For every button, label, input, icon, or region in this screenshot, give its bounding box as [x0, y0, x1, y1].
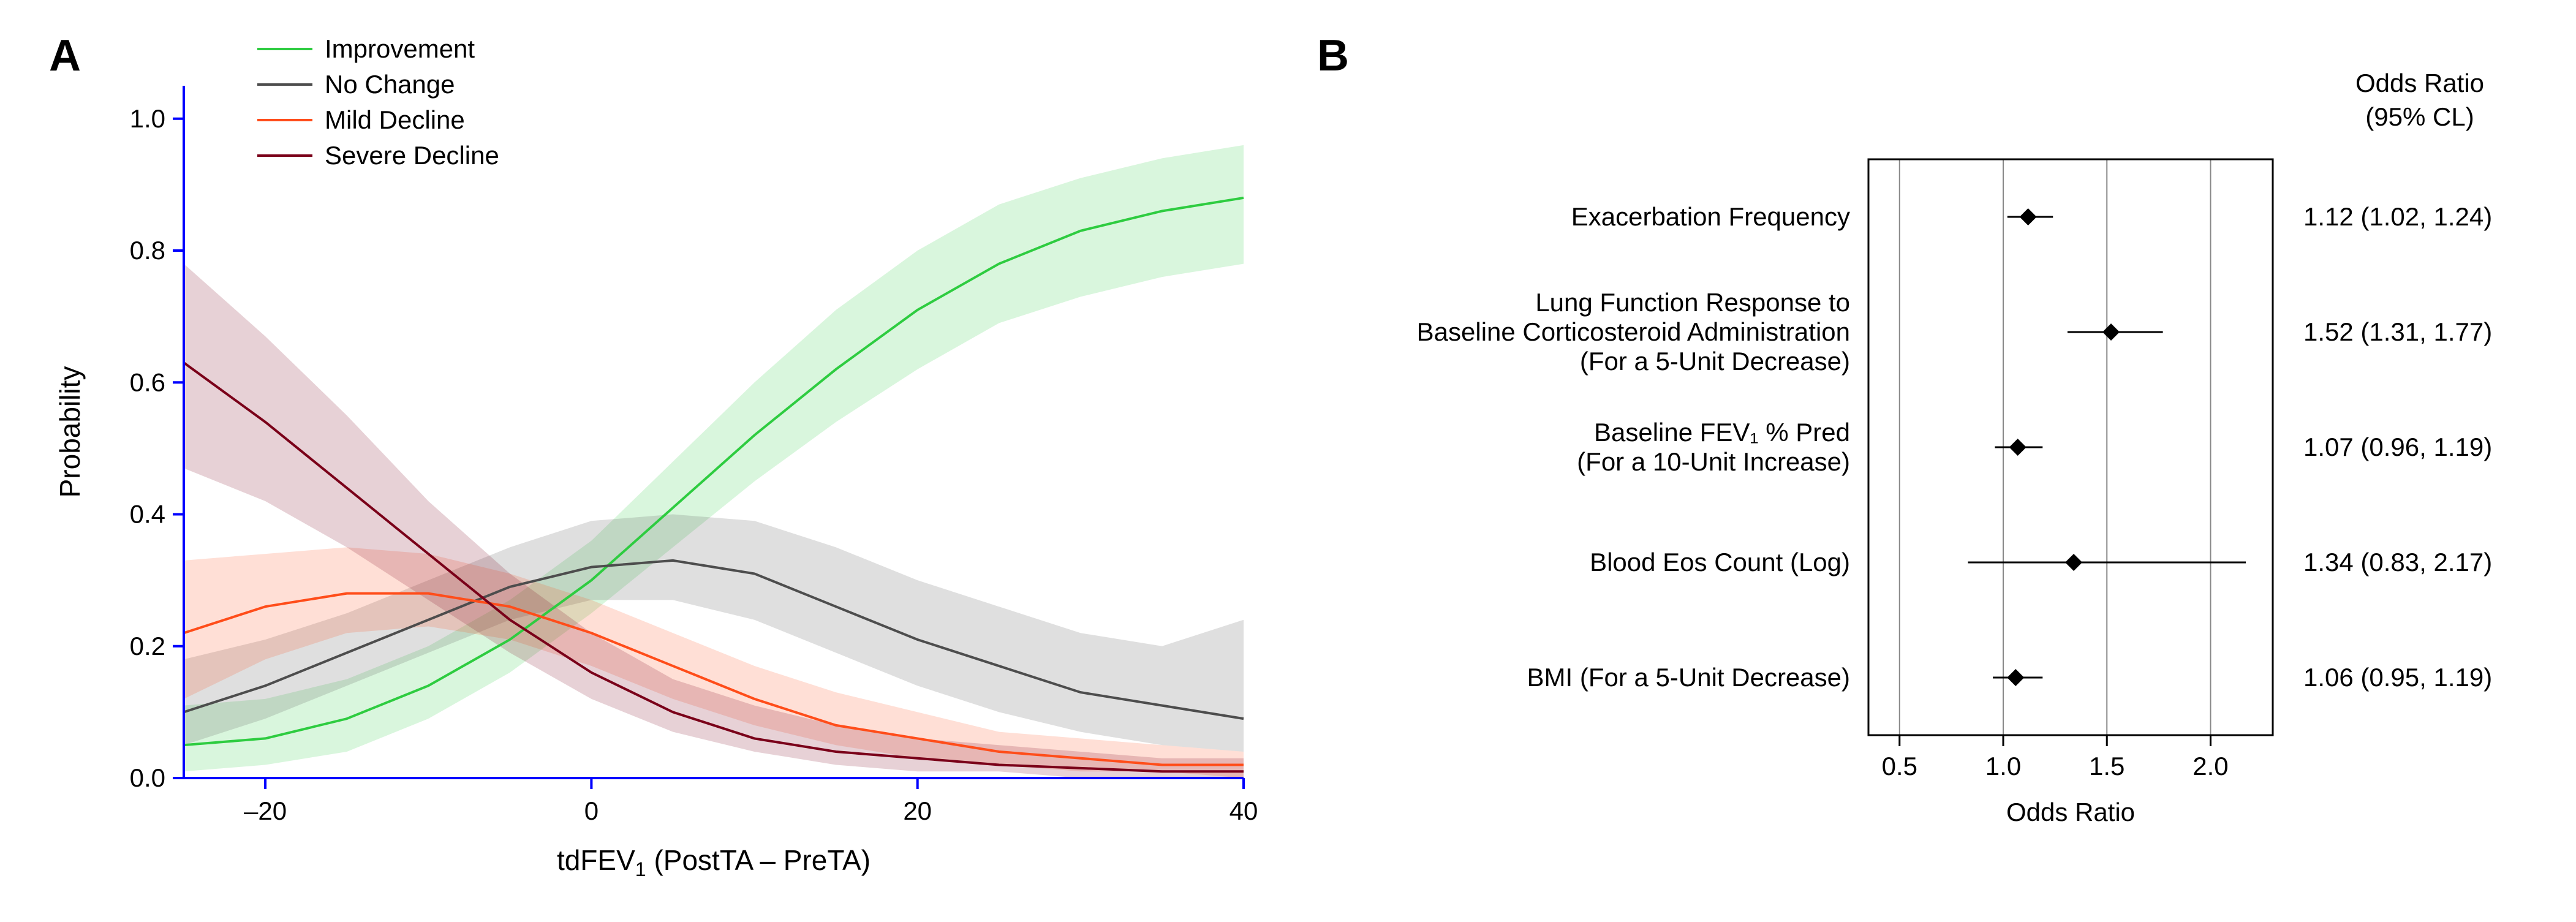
- y-tick-label: 0.8: [130, 236, 165, 265]
- x-tick-label: 20: [903, 796, 932, 825]
- y-tick-label: 0.4: [130, 500, 165, 529]
- forest-frame: [1868, 159, 2273, 735]
- forest-x-axis-label: Odds Ratio: [2006, 798, 2135, 826]
- x-tick-label: –20: [244, 796, 287, 825]
- forest-marker: [2102, 323, 2120, 341]
- forest-row-label: Blood Eos Count (Log): [1590, 548, 1850, 576]
- panel-a-label: A: [49, 31, 81, 81]
- y-tick-label: 1.0: [130, 104, 165, 133]
- panel-a: A –20 0 20 40 0.0 0.2 0.4 0.6 0.8 1.0 tdFEV1 (Post…: [25, 25, 1280, 897]
- forest-x-tick-label: 0.5: [1882, 752, 1917, 780]
- forest-marker: [2065, 554, 2082, 571]
- forest-row-label: Exacerbation Frequency: [1571, 202, 1850, 231]
- forest-x-tick-label: 1.5: [2089, 752, 2125, 780]
- forest-header-2: (95% CL): [2365, 102, 2474, 131]
- forest-or-text: 1.07 (0.96, 1.19): [2303, 433, 2492, 461]
- forest-or-text: 1.12 (1.02, 1.24): [2303, 202, 2492, 231]
- forest-or-text: 1.52 (1.31, 1.77): [2303, 317, 2492, 346]
- forest-x-tick-label: 2.0: [2193, 752, 2228, 780]
- forest-marker: [2020, 208, 2037, 225]
- y-tick-label: 0.2: [130, 632, 165, 660]
- forest-row-label: BMI (For a 5-Unit Decrease): [1527, 663, 1850, 692]
- x-tick-label: 0: [584, 796, 599, 825]
- panel-b-label: B: [1317, 31, 1349, 81]
- forest-row-label: (For a 10-Unit Increase): [1577, 447, 1850, 476]
- forest-row-label: (For a 5-Unit Decrease): [1580, 347, 1850, 376]
- x-axis-label: tdFEV1 (PostTA – PreTA): [557, 844, 871, 880]
- legend-label: Improvement: [325, 34, 475, 63]
- probability-chart: –20 0 20 40 0.0 0.2 0.4 0.6 0.8 1.0 tdFEV1 (PostTA…: [25, 25, 1280, 913]
- forest-x-tick-label: 1.0: [1985, 752, 2021, 780]
- forest-row-label: Baseline Corticosteroid Administration: [1417, 317, 1850, 346]
- legend-label: Severe Decline: [325, 141, 499, 170]
- x-tick-label: 40: [1229, 796, 1258, 825]
- forest-marker: [2007, 669, 2024, 686]
- y-axis-label: Probability: [54, 366, 86, 498]
- forest-marker: [2009, 439, 2026, 456]
- legend-label: Mild Decline: [325, 105, 465, 134]
- forest-or-text: 1.34 (0.83, 2.17): [2303, 548, 2492, 576]
- legend-label: No Change: [325, 70, 455, 99]
- y-tick-label: 0.6: [130, 368, 165, 396]
- forest-or-text: 1.06 (0.95, 1.19): [2303, 663, 2492, 692]
- panel-b: B Odds Ratio (95% CL) Exacerbation Frequen…: [1317, 25, 2573, 897]
- forest-row-label: Lung Function Response to: [1535, 288, 1850, 317]
- forest-row-label: Baseline FEV₁ % Pred: [1594, 418, 1850, 447]
- forest-header-1: Odds Ratio: [2355, 69, 2484, 97]
- forest-plot: Odds Ratio (95% CL) Exacerbation Frequency…: [1317, 25, 2573, 913]
- y-tick-label: 0.0: [130, 763, 165, 792]
